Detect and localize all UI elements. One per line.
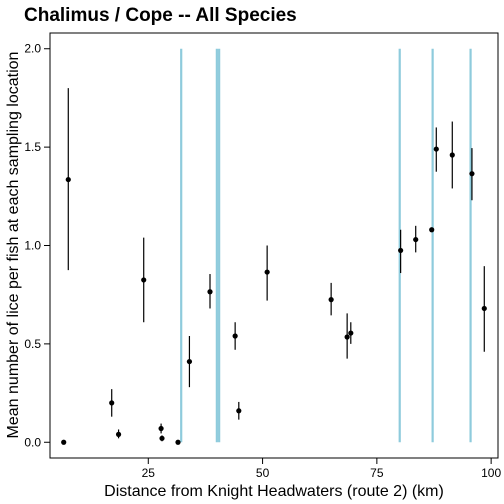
error-bars (67, 88, 485, 442)
data-point-11 (236, 408, 242, 414)
y-axis-label: Mean number of lice per fish at each sam… (5, 52, 22, 439)
x-axis-label: Distance from Knight Headwaters (route 2… (104, 483, 444, 500)
data-point-3 (115, 431, 122, 437)
x-tick-label-0: 25 (142, 466, 156, 480)
y-tick-label-1: 0.5 (24, 337, 41, 351)
data-point-7 (175, 439, 181, 445)
data-point-4 (141, 277, 147, 283)
x-axis: 25 50 75 100 (142, 458, 501, 480)
y-tick-label-2: 1.0 (24, 239, 41, 253)
data-point-16 (398, 247, 404, 254)
data-point-2 (109, 400, 115, 406)
x-tick-label-1: 50 (256, 466, 270, 480)
data-point-22 (481, 305, 487, 312)
data-points (61, 146, 487, 445)
data-point-21 (469, 171, 475, 177)
y-tick-label-3: 1.5 (24, 140, 41, 154)
data-point-15 (348, 330, 354, 336)
x-tick-label-2: 75 (370, 466, 384, 480)
data-point-9 (207, 289, 213, 295)
chart-title: Chalimus / Cope -- All Species (24, 5, 297, 26)
data-point-10 (232, 333, 238, 339)
data-point-6 (159, 435, 165, 441)
data-point-5 (158, 425, 164, 432)
y-tick-label-4: 2.0 (24, 42, 41, 56)
y-axis: 0.0 0.5 1.0 1.5 2.0 (24, 42, 50, 449)
y-tick-label-0: 0.0 (24, 435, 41, 449)
data-point-1 (65, 176, 71, 183)
reference-lines (180, 48, 472, 443)
data-point-18 (429, 227, 435, 233)
data-point-20 (449, 152, 455, 158)
x-tick-label-3: 100 (481, 466, 501, 480)
data-point-12 (264, 269, 270, 275)
data-point-19 (433, 146, 439, 152)
data-point-14 (344, 334, 350, 340)
data-point-17 (413, 236, 419, 243)
plot-frame (49, 32, 499, 459)
data-point-0 (61, 439, 67, 445)
data-point-8 (186, 358, 193, 365)
data-point-13 (328, 297, 334, 303)
